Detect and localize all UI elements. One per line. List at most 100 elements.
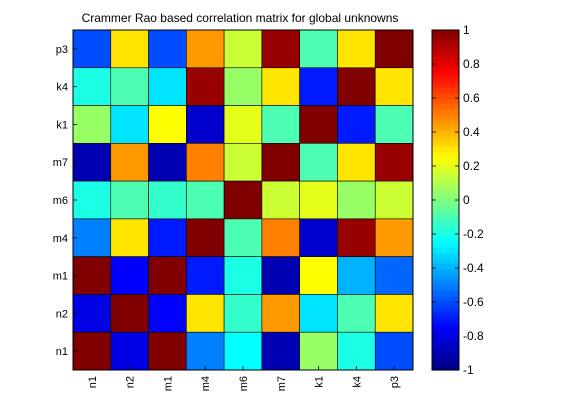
y-tick-label: m1 [53,271,68,283]
heatmap-cell [374,180,414,220]
heatmap-cell [261,331,300,371]
heatmap-cell [72,143,112,182]
heatmap-cell [72,331,112,371]
heatmap-cell [223,256,263,295]
heatmap-cell [186,256,225,295]
heatmap-cell [261,180,300,220]
colorbar-segment [432,104,459,111]
colorbar-segment [432,88,459,95]
heatmap-cell [337,143,376,182]
heatmap-cell [374,294,414,333]
x-tick-label: m4 [200,376,212,391]
x-tick-label: m7 [276,376,288,391]
heatmap-cell [186,331,225,371]
colorbar-tick-label: -0.8 [463,329,484,343]
colorbar-segment [432,51,459,58]
heatmap-cell [148,331,187,371]
colorbar-segment [432,290,459,297]
heatmap-cell [374,256,414,295]
colorbar-tick-label: -0.4 [463,261,484,275]
colorbar-segment [432,263,459,270]
colorbar-segment [432,109,459,116]
colorbar-tick-label: 0.2 [463,159,480,173]
heatmap-cell [72,180,112,220]
heatmap-cell [223,29,263,69]
colorbar-segment [432,269,459,275]
colorbar-segment [432,168,459,175]
colorbar-segment [432,215,459,222]
heatmap-cell [148,105,187,144]
colorbar-segment [432,231,459,238]
colorbar-segment [432,237,459,244]
colorbar-segment [432,322,459,329]
colorbar-segment [432,184,459,190]
colorbar-segment [432,30,459,36]
colorbar-segment [432,338,459,345]
heatmap-cell [374,218,414,257]
colorbar-tick-label: 0 [463,193,470,207]
x-tick-label: m6 [238,376,250,391]
x-tick-label: k4 [351,376,363,388]
colorbar-segment [432,83,459,90]
colorbar: 1 0.8 0.6 0.4 0.2 0 -0.2 -0.4 -0.6 -0.8 -1 [431,23,484,377]
colorbar-segment [432,56,459,63]
heatmap-cell [148,143,187,182]
heatmap-cell [186,29,225,69]
colorbar-tick-label: 1 [463,23,470,37]
heatmap-cell [148,294,187,333]
heatmap-cell [337,218,376,257]
heatmap-cell [299,105,338,144]
heatmap-cell [148,180,187,220]
y-tick-label: k4 [56,82,68,94]
colorbar-segment [432,221,459,228]
colorbar-segment [432,306,459,313]
colorbar-segment [432,77,459,84]
x-tick-label: n1 [87,376,99,388]
colorbar-segment [432,327,459,334]
colorbar-segment [432,226,459,233]
y-tick-label: n1 [56,346,68,358]
colorbar-segment [432,141,459,148]
heatmap-cell [299,143,338,182]
colorbar-segment [432,35,459,42]
colorbar-segment [432,45,459,52]
heatmap-cell [299,29,338,69]
heatmap-cell [72,67,112,106]
colorbar-tick-label: -0.2 [463,227,484,241]
heatmap-cell [223,67,263,106]
heatmap-cell [186,105,225,144]
heatmap-cell [110,180,149,220]
colorbar-segment [432,332,459,339]
colorbar-segment [432,285,459,291]
x-tick-label: k1 [314,376,326,388]
heatmap-cell [261,67,300,106]
colorbar-segment [432,157,459,164]
heatmap-cell [110,331,149,371]
x-tick-label: n2 [125,376,137,388]
colorbar-segment [432,279,459,286]
heatmap-cell [337,105,376,144]
colorbar-segment [432,72,459,79]
heatmap-cell [337,294,376,333]
heatmap-cell [299,256,338,295]
heatmap-cell [261,29,300,69]
colorbar-segment [432,247,459,254]
colorbar-segment [432,189,459,196]
heatmap-cell [110,105,149,144]
heatmap-cell [299,294,338,333]
colorbar-segment [432,295,459,302]
colorbar-segment [432,93,459,100]
colorbar-segment [432,146,459,153]
colorbar-segment [432,210,459,217]
colorbar-segment [432,205,459,212]
heatmap-cell [299,331,338,371]
colorbar-segment [432,120,459,127]
heatmap-cell [223,294,263,333]
colorbar-segment [432,300,459,307]
heatmap-cells [72,29,414,371]
heatmap-cell [299,180,338,220]
colorbar-segment [432,343,459,350]
heatmap-cell [148,256,187,295]
x-tick-labels: n1 n2 m1 m4 m6 m7 k1 k4 p3 [87,366,401,391]
colorbar-segment [432,354,459,360]
